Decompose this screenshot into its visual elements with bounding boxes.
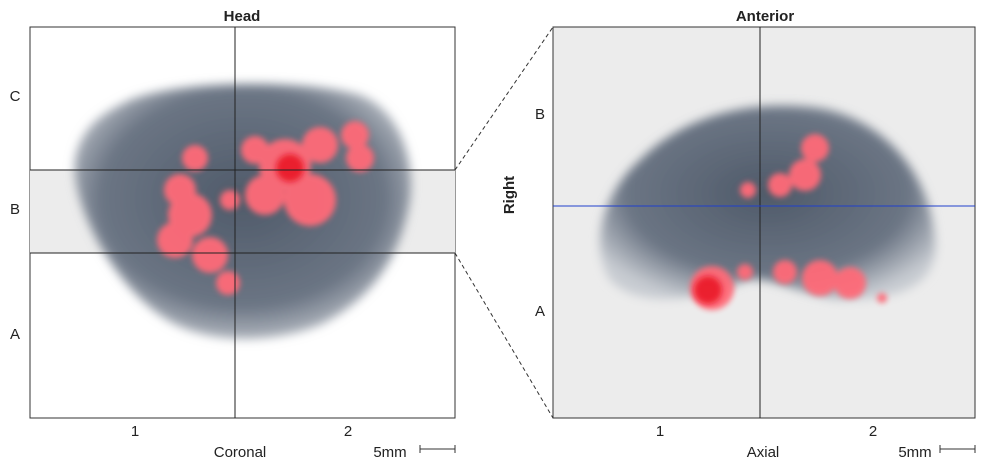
row-label: B — [10, 201, 20, 218]
scale-label: 5mm — [373, 444, 406, 461]
scale-bar — [419, 445, 456, 453]
side-label: Right — [501, 176, 518, 214]
signal-region — [157, 121, 374, 295]
row-label: A — [535, 303, 545, 320]
caption: Coronal — [214, 444, 267, 461]
signal-peak — [276, 154, 304, 182]
panel-title: Anterior — [736, 8, 795, 25]
row-label: C — [10, 88, 21, 105]
row-label: A — [10, 326, 20, 343]
column-label: 2 — [344, 423, 352, 440]
signal-peak — [694, 276, 722, 304]
row-label: B — [535, 106, 545, 123]
coronal-panel: Head C B A 1 2 Coronal 5mm — [10, 8, 456, 461]
zoom-connector — [454, 26, 554, 171]
panel-title: Head — [224, 8, 261, 25]
scale-bar — [939, 445, 976, 453]
column-label: 1 — [131, 423, 139, 440]
zoom-connector — [454, 252, 554, 419]
column-label: 2 — [869, 423, 877, 440]
axial-panel: Anterior B A Right 1 2 Axial 5mm — [501, 8, 976, 461]
scale-label: 5mm — [898, 444, 931, 461]
caption: Axial — [747, 444, 780, 461]
column-label: 1 — [656, 423, 664, 440]
tissue-region — [600, 105, 936, 300]
